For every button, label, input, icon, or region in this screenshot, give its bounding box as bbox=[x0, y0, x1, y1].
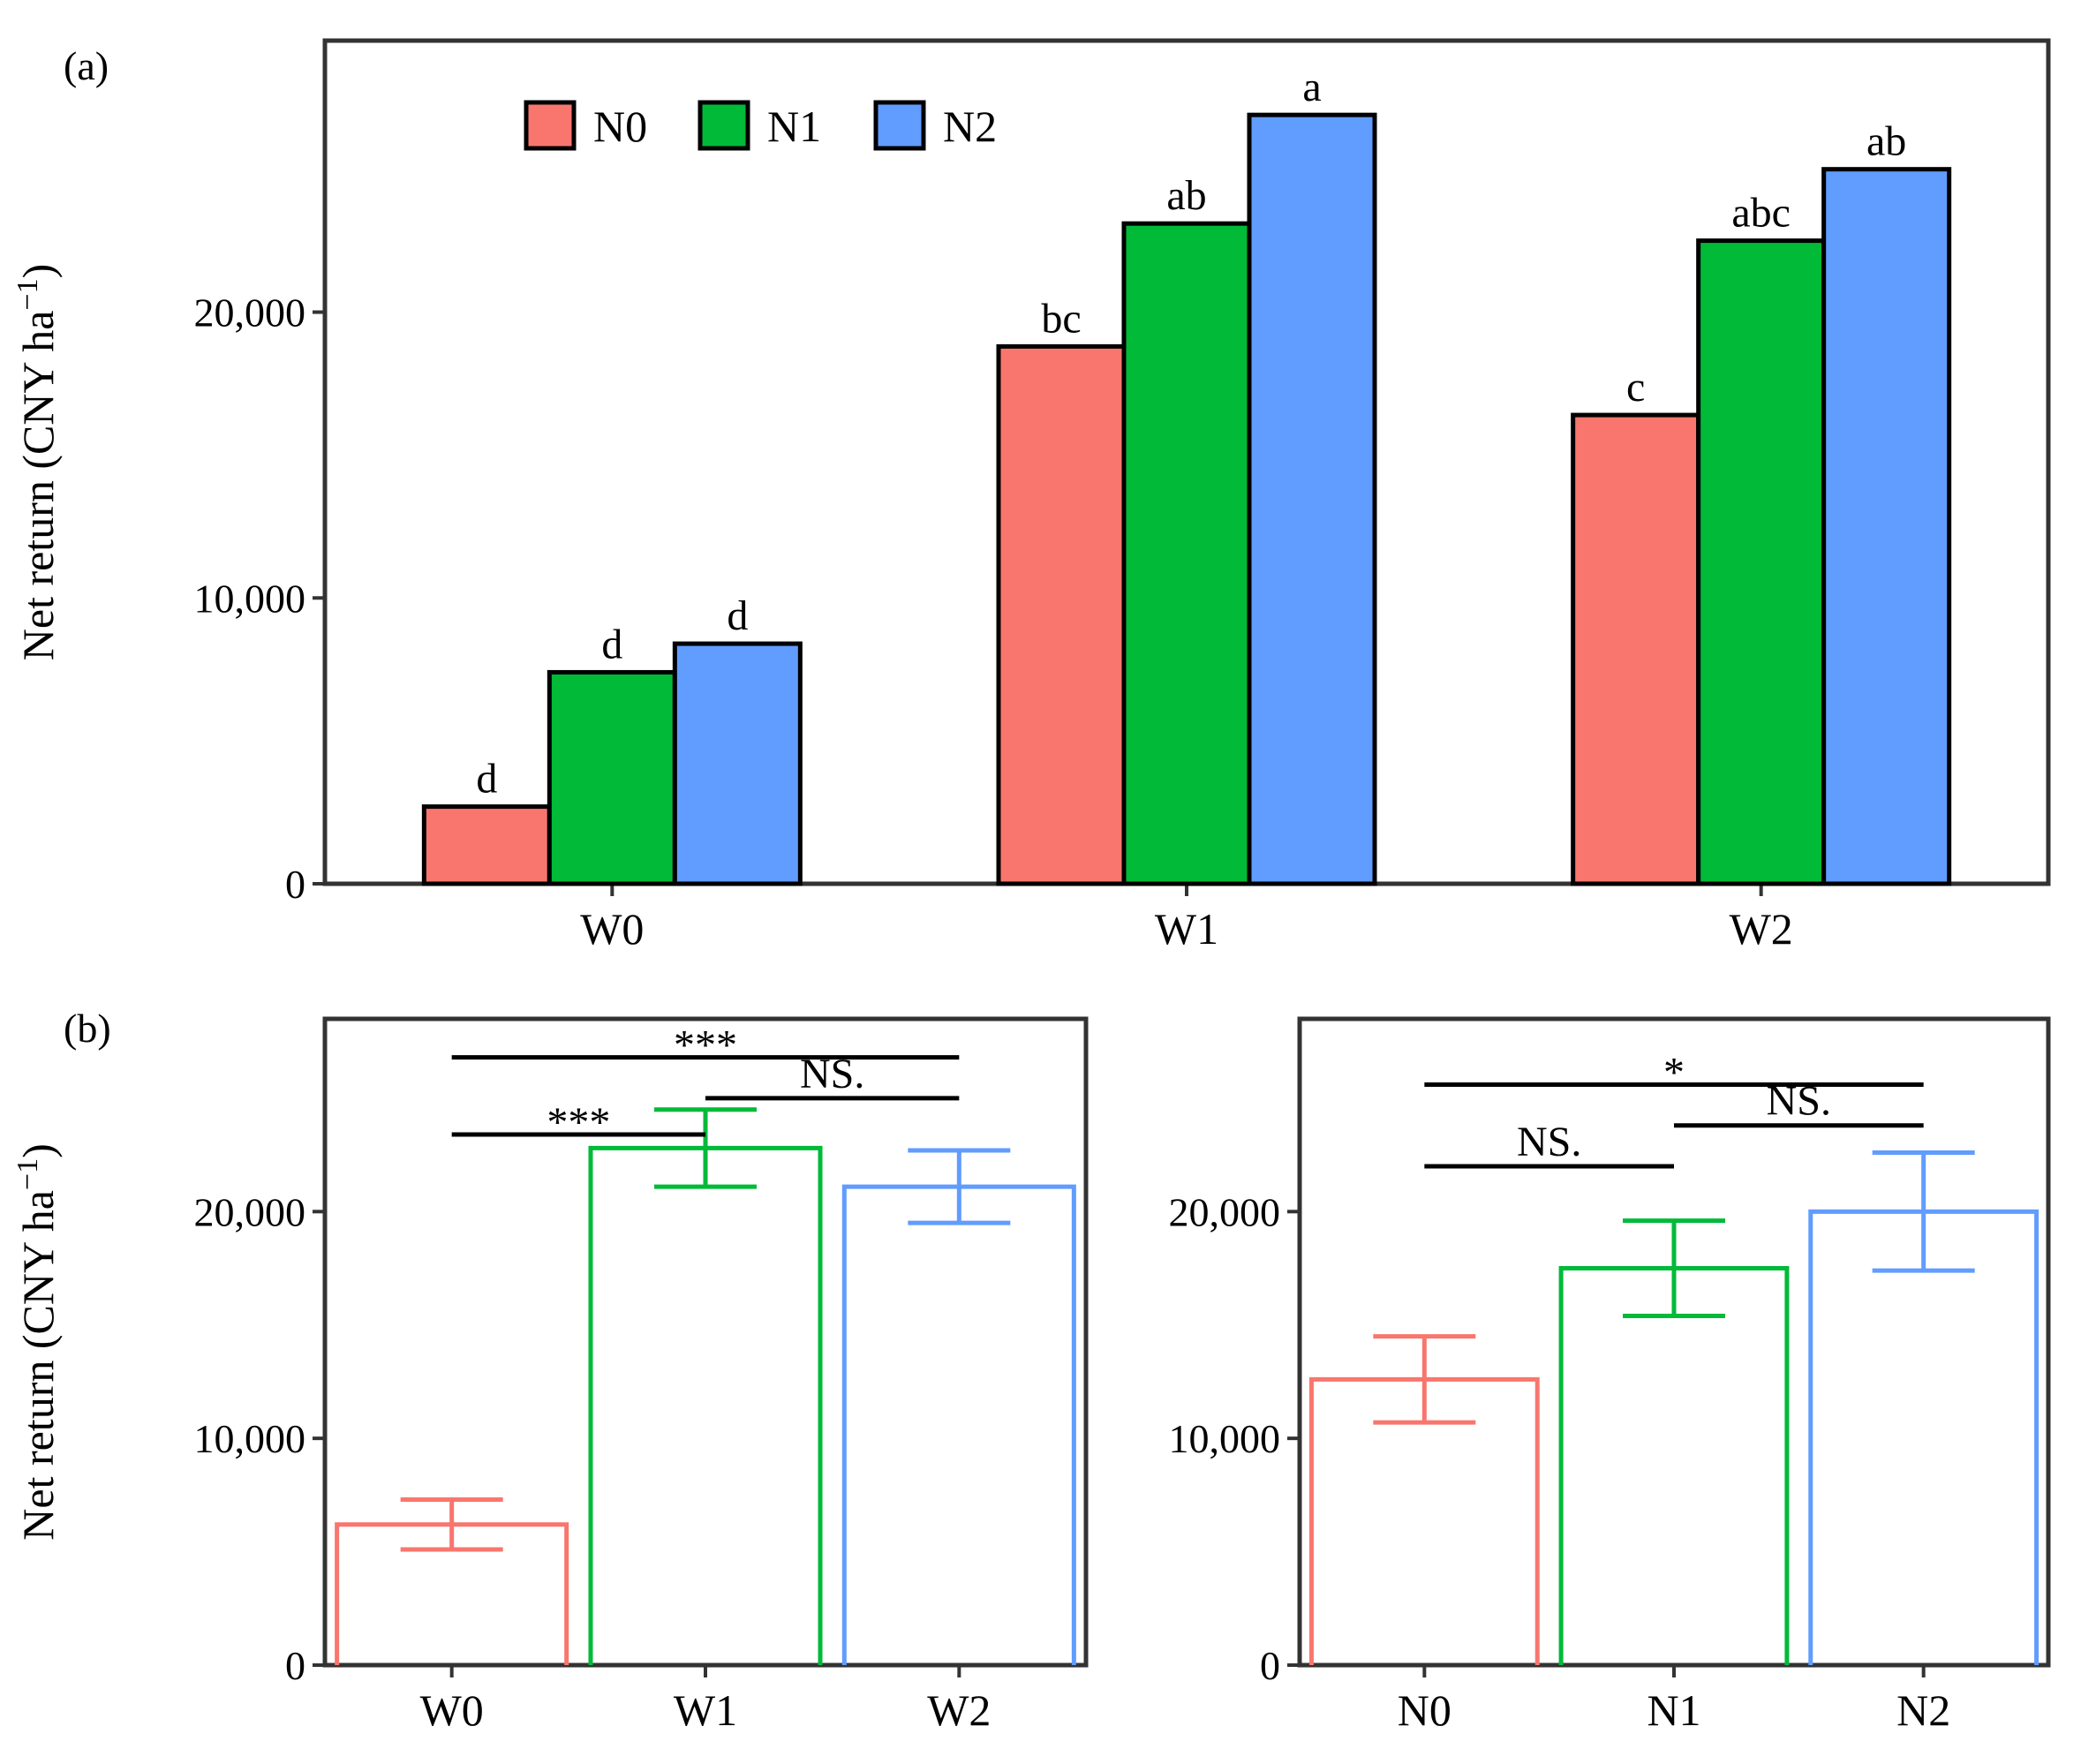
x-tick-label: N0 bbox=[1398, 1685, 1451, 1735]
bar-N1-W1 bbox=[1121, 221, 1252, 886]
bar-N1 bbox=[1558, 1266, 1790, 1665]
significance-letter: abc bbox=[1731, 190, 1791, 237]
comparison-label: NS. bbox=[800, 1051, 864, 1097]
x-tick-label: W2 bbox=[927, 1685, 991, 1735]
significance-letter: d bbox=[727, 592, 748, 639]
x-tick-label: N2 bbox=[1896, 1685, 1950, 1735]
y-tick-label: 20,000 bbox=[1169, 1189, 1281, 1234]
significance-letter: ab bbox=[1166, 172, 1206, 219]
y-tick-label: 10,000 bbox=[194, 576, 306, 621]
bar-N0-W2 bbox=[1571, 412, 1701, 886]
comparison-label: *** bbox=[547, 1099, 610, 1146]
significance-letter: a bbox=[1302, 64, 1321, 110]
bar-N0-W1 bbox=[996, 343, 1127, 886]
significance-letter: bc bbox=[1041, 295, 1081, 342]
y-axis-label: Net return (CNY ha−1) bbox=[11, 1143, 63, 1540]
panel-b-nitrogen: 0 10,000 20,000 N0 N1 N2 * NS. NS. bbox=[1169, 1016, 2051, 1735]
x-tick-label: W1 bbox=[1155, 904, 1218, 954]
bar-W2 bbox=[841, 1184, 1076, 1665]
x-tick-label: W0 bbox=[420, 1685, 484, 1735]
significance-letter: d bbox=[476, 756, 497, 803]
significance-letter: c bbox=[1626, 364, 1645, 411]
panel-label: (b) bbox=[64, 1006, 111, 1051]
bar-N2-W2 bbox=[1821, 167, 1952, 886]
legend-label-N0: N0 bbox=[593, 102, 647, 151]
bar-N2-W0 bbox=[672, 641, 803, 886]
legend: N0 N1 N2 bbox=[524, 100, 997, 151]
bar-W1 bbox=[588, 1145, 823, 1665]
y-tick-label: 0 bbox=[285, 862, 305, 907]
panel-a: (a) 0 10,000 20,000 Net return (CNY ha−1) W0 d… bbox=[11, 38, 2051, 954]
y-tick-label: 10,000 bbox=[194, 1416, 306, 1461]
x-tick-label: W2 bbox=[1730, 904, 1793, 954]
bar-N1-W2 bbox=[1696, 238, 1827, 886]
bar-N1-W0 bbox=[547, 669, 677, 886]
bar-N0-W0 bbox=[421, 804, 552, 886]
comparison-label: * bbox=[1663, 1049, 1685, 1096]
comparison-label: NS. bbox=[1517, 1119, 1581, 1165]
y-axis-label: Net return (CNY ha−1) bbox=[11, 264, 63, 660]
significance-letter: ab bbox=[1866, 118, 1906, 165]
y-tick-label: 10,000 bbox=[1169, 1416, 1281, 1461]
legend-label-N1: N1 bbox=[767, 102, 821, 151]
legend-swatch-N2 bbox=[873, 100, 926, 151]
panel-b-water: (b) 0 10,000 20,000 Net return (CNY ha−1) W0 W… bbox=[11, 1006, 1089, 1735]
panel-label: (a) bbox=[64, 43, 109, 88]
x-tick-label: N1 bbox=[1647, 1685, 1700, 1735]
x-tick-label: W1 bbox=[674, 1685, 737, 1735]
y-tick-label: 0 bbox=[1260, 1643, 1280, 1688]
comparison-label: *** bbox=[674, 1022, 737, 1069]
legend-swatch-N1 bbox=[697, 100, 750, 151]
legend-swatch-N0 bbox=[524, 100, 577, 151]
bar-N2-W1 bbox=[1247, 112, 1377, 886]
comparison-label: NS. bbox=[1767, 1078, 1831, 1125]
y-tick-label: 0 bbox=[285, 1643, 305, 1688]
bar-N2 bbox=[1808, 1209, 2040, 1665]
legend-label-N2: N2 bbox=[943, 102, 997, 151]
plot-frame bbox=[1297, 1016, 2051, 1668]
x-tick-label: W0 bbox=[580, 904, 644, 954]
significance-letter: d bbox=[601, 621, 622, 667]
y-tick-label: 20,000 bbox=[194, 290, 306, 335]
y-tick-label: 20,000 bbox=[194, 1189, 306, 1234]
